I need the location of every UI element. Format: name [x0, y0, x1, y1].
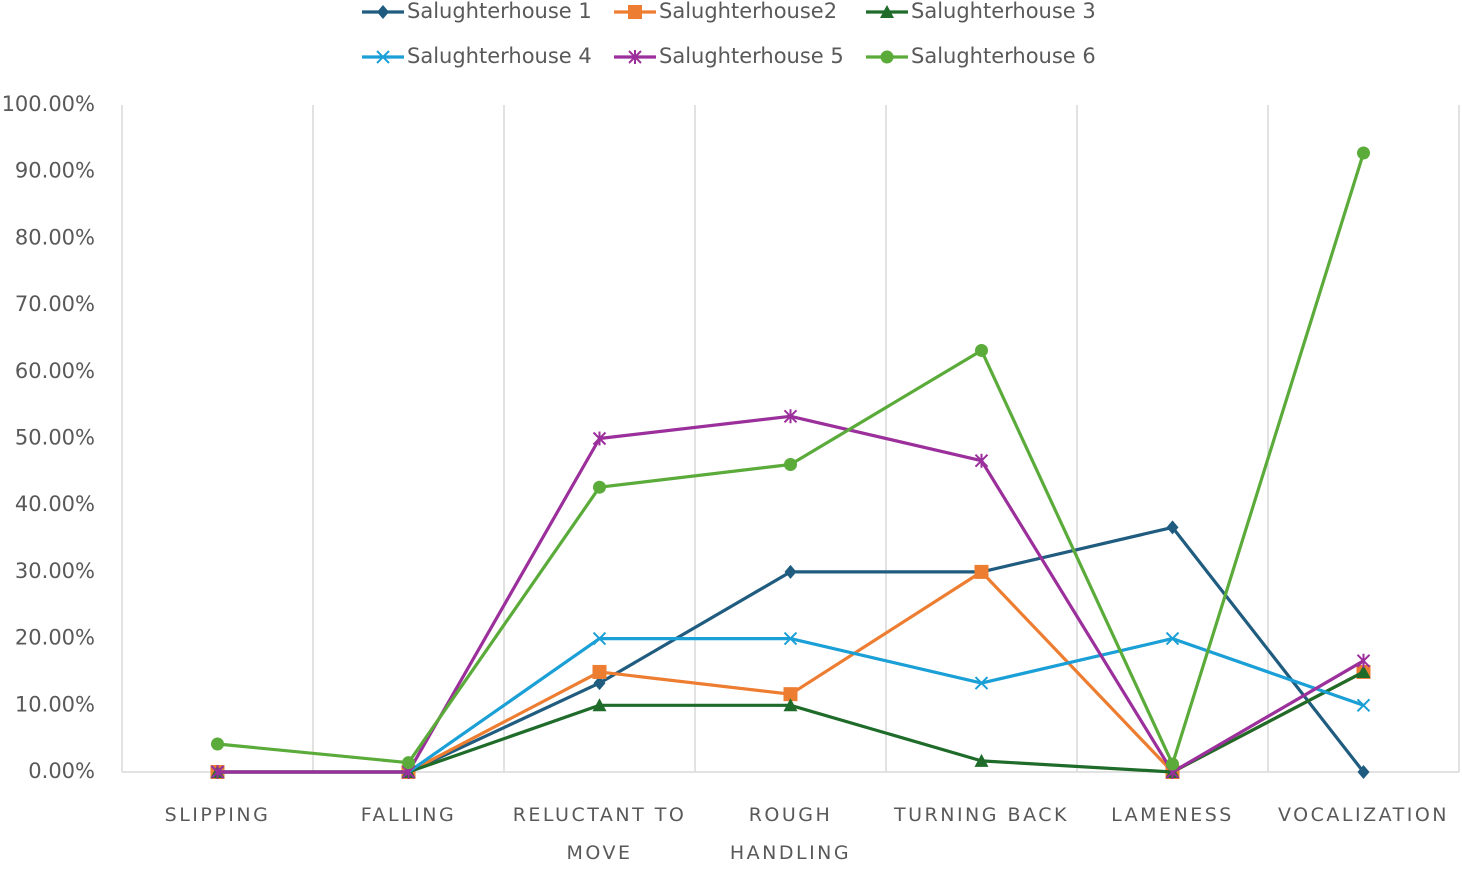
- marker: [592, 431, 607, 446]
- legend-label: Salughterhouse2: [659, 0, 837, 23]
- marker: [975, 343, 988, 357]
- y-tick-label: 20.00%: [15, 626, 95, 650]
- legend-label: Salughterhouse 5: [659, 44, 844, 68]
- marker: [974, 564, 989, 579]
- marker: [592, 631, 607, 646]
- y-tick-label: 50.00%: [15, 426, 95, 450]
- legend-item: Salughterhouse 4: [362, 44, 592, 68]
- y-tick-label: 10.00%: [15, 692, 95, 716]
- marker: [783, 698, 798, 712]
- legend-item: Salughterhouse 1: [362, 0, 592, 23]
- legend-item: Salughterhouse 6: [866, 44, 1096, 68]
- x-tick-label: SLIPPING: [164, 804, 271, 826]
- marker: [784, 564, 797, 579]
- series: [211, 520, 1370, 779]
- x-tick-label: LAMENESS: [1111, 804, 1234, 826]
- legend-label: Salughterhouse 1: [407, 0, 592, 23]
- x-tick-label: ROUGH HANDLING: [729, 804, 852, 864]
- marker: [1357, 765, 1370, 779]
- series: [211, 146, 1370, 771]
- legend-label: Salughterhouse 3: [911, 0, 1096, 23]
- y-tick-label: 90.00%: [15, 159, 95, 183]
- marker: [783, 631, 798, 646]
- marker: [783, 687, 798, 702]
- x-tick-label: RELUCTANT TO MOVE: [512, 804, 687, 864]
- marker: [1165, 631, 1180, 646]
- legend-marker: [628, 50, 642, 64]
- marker: [974, 676, 989, 690]
- marker: [402, 756, 415, 770]
- marker: [1166, 757, 1179, 771]
- y-tick-label: 30.00%: [15, 559, 95, 583]
- marker: [1357, 146, 1370, 160]
- legend-marker: [628, 5, 642, 19]
- y-tick-label: 0.00%: [28, 759, 95, 783]
- line: [217, 570, 1365, 774]
- y-tick-label: 60.00%: [15, 359, 95, 383]
- marker: [1166, 520, 1179, 535]
- legend-marker: [880, 50, 894, 64]
- legend-item: Salughterhouse 5: [614, 44, 844, 68]
- marker: [592, 698, 607, 712]
- legend-label: Salughterhouse 6: [911, 44, 1096, 68]
- legend-item: Salughterhouse 3: [866, 0, 1096, 23]
- line: [217, 525, 1365, 774]
- x-tick-label: VOCALIZATION: [1278, 804, 1449, 826]
- x-tick-label: TURNING BACK: [894, 804, 1069, 826]
- marker: [783, 409, 798, 424]
- marker: [210, 765, 225, 779]
- marker: [211, 737, 224, 751]
- y-tick-label: 80.00%: [15, 225, 95, 249]
- legend-marker: [880, 5, 894, 18]
- x-tick-label: FALLING: [360, 804, 457, 826]
- marker: [1356, 653, 1371, 668]
- marker: [1356, 664, 1371, 678]
- legend-label: Salughterhouse 4: [407, 44, 592, 68]
- marker: [592, 664, 607, 679]
- series: [210, 564, 1371, 779]
- legend-item: Salughterhouse2: [614, 0, 837, 23]
- y-tick-label: 100.00%: [2, 92, 95, 116]
- marker: [1356, 698, 1371, 713]
- marker: [974, 753, 989, 767]
- marker: [974, 453, 989, 468]
- legend-marker: [377, 5, 389, 19]
- marker: [593, 480, 606, 494]
- legend-marker: [376, 50, 390, 64]
- line: [217, 670, 1365, 774]
- y-tick-label: 40.00%: [15, 492, 95, 516]
- y-tick-label: 70.00%: [15, 292, 95, 316]
- marker: [784, 458, 797, 472]
- marker: [593, 676, 606, 691]
